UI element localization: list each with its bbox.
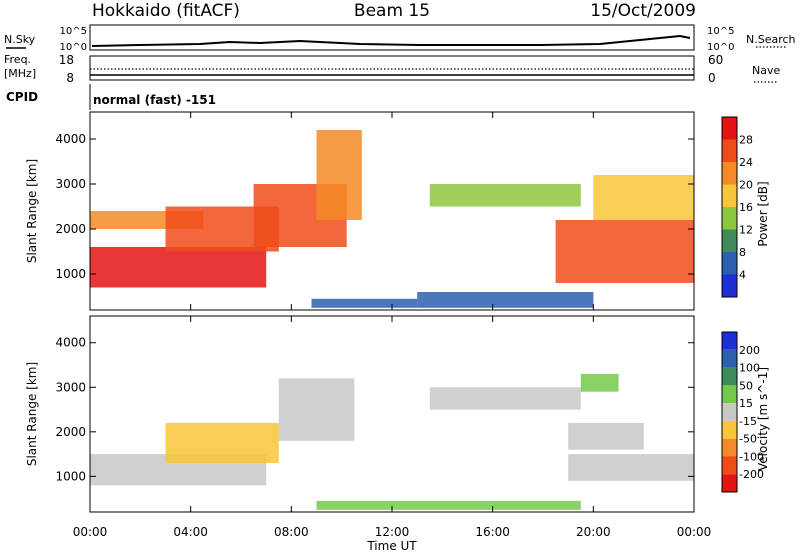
y-tick-label: 1000 <box>55 267 86 281</box>
power-colorbar-label: Power [dB] <box>756 181 770 246</box>
power-ylabel: Slant Range [km] <box>25 159 39 263</box>
x-tick-label: 00:00 <box>73 525 108 539</box>
colorbar-swatch <box>722 367 737 386</box>
colorbar-frame <box>721 331 738 493</box>
data-region <box>316 500 581 510</box>
colorbar-tick-label: -15 <box>739 415 757 428</box>
y-tick-label: 3000 <box>55 177 86 191</box>
velocity-data-layer <box>90 373 694 510</box>
data-region <box>555 220 694 283</box>
sky-right-tick-top: 10^5 <box>707 26 734 37</box>
velocity-colorbar: 200 100 50 15 -15 -50 -100 -200 <box>721 331 764 493</box>
colorbar-tick-label: 24 <box>739 156 753 169</box>
data-region <box>165 422 279 463</box>
colorbar-swatch <box>722 456 737 475</box>
colorbar-frame <box>721 116 738 298</box>
velocity-colorbar-label: Velocity [m s^-1] <box>756 367 770 471</box>
freq-left-tick-top: 18 <box>59 53 74 67</box>
data-region <box>568 422 644 450</box>
colorbar-tick-label: 16 <box>739 201 753 214</box>
colorbar-tick-label: 100 <box>739 362 760 375</box>
data-region <box>316 130 362 220</box>
freq-right-tick-top: 60 <box>708 53 723 67</box>
colorbar-swatch <box>722 474 737 492</box>
data-region <box>593 175 694 220</box>
y-tick-label: 2000 <box>55 425 86 439</box>
freq-right-label: Nave <box>752 64 780 77</box>
colorbar-swatch <box>722 332 737 350</box>
x-tick-label: 04:00 <box>173 525 208 539</box>
y-tick-label: 3000 <box>55 380 86 394</box>
sky-left-tick-bottom: 10^0 <box>60 42 87 53</box>
data-region <box>278 378 355 441</box>
colorbar-tick-label: 20 <box>739 179 753 192</box>
y-tick-label: 2000 <box>55 222 86 236</box>
y-tick-label: 4000 <box>55 336 86 350</box>
colorbar-swatch <box>722 207 737 230</box>
freq-panel-frame <box>89 55 695 81</box>
x-tick-label: 16:00 <box>475 525 510 539</box>
sky-panel-frame <box>89 24 695 51</box>
colorbar-swatch <box>722 349 737 368</box>
freq-left-label-2: [MHz] <box>4 67 36 80</box>
colorbar-tick-label: 15 <box>739 397 753 410</box>
cpid-text: normal (fast) -151 <box>93 93 216 107</box>
power-axes: 1000 2000 3000 4000 <box>55 132 694 281</box>
colorbar-swatch <box>722 252 737 275</box>
freq-right-tick-bottom: 0 <box>708 71 716 85</box>
cpid-label: CPID <box>6 90 38 104</box>
x-tick-label: 08:00 <box>274 525 309 539</box>
data-region <box>568 454 694 481</box>
colorbar-swatch <box>722 420 737 439</box>
colorbar-swatch <box>722 403 737 421</box>
y-tick-label: 4000 <box>55 132 86 146</box>
colorbar-swatch <box>722 117 737 140</box>
x-tick-label: 00:00 <box>677 525 712 539</box>
colorbar-tick-label: -50 <box>739 433 757 446</box>
x-tick-label: 20:00 <box>576 525 611 539</box>
sky-left-label: N.Sky <box>4 33 36 46</box>
velocity-ylabel: Slant Range [km] <box>25 362 39 466</box>
colorbar-swatch <box>722 162 737 185</box>
colorbar-tick-label: 200 <box>739 344 760 357</box>
colorbar-tick-label: 50 <box>739 379 753 392</box>
velocity-axes: 1000 2000 3000 4000 <box>55 336 694 483</box>
data-region <box>417 292 594 308</box>
y-tick-label: 1000 <box>55 469 86 483</box>
colorbar-tick-label: 28 <box>739 134 753 147</box>
station-title: Hokkaido (fitACF) <box>92 1 240 21</box>
data-region <box>429 184 581 207</box>
colorbar-tick-label: -100 <box>739 450 764 463</box>
colorbar-swatch <box>722 139 737 162</box>
beam-title: Beam 15 <box>354 1 430 21</box>
date-title: 15/Oct/2009 <box>590 1 696 21</box>
time-axis: 00:00 04:00 08:00 12:00 16:00 20:00 00:00 <box>73 112 712 539</box>
colorbar-swatch <box>722 274 737 297</box>
data-region <box>90 247 267 288</box>
sky-trace <box>91 34 691 47</box>
colorbar-tick-label: -200 <box>739 468 764 481</box>
power-colorbar: 4 8 12 16 20 24 28 <box>721 116 753 298</box>
freq-left-tick-bottom: 8 <box>66 71 74 85</box>
colorbar-swatch <box>722 438 737 457</box>
data-region <box>580 373 619 392</box>
data-region <box>311 298 418 308</box>
sky-left-tick-top: 10^5 <box>60 26 87 37</box>
colorbar-swatch <box>722 385 737 404</box>
x-axis-label: Time UT <box>366 539 417 553</box>
colorbar-swatch <box>722 184 737 207</box>
power-data-layer <box>90 130 694 308</box>
data-region <box>429 387 581 410</box>
colorbar-swatch <box>722 229 737 252</box>
colorbar-tick-label: 12 <box>739 224 753 237</box>
colorbar-tick-label: 8 <box>739 246 746 259</box>
sky-right-label: N.Search <box>746 33 796 46</box>
sky-right-tick-bottom: 10^0 <box>707 42 734 53</box>
colorbar-tick-label: 4 <box>739 269 746 282</box>
x-tick-label: 12:00 <box>375 525 410 539</box>
freq-left-label-1: Freq. <box>4 53 31 66</box>
